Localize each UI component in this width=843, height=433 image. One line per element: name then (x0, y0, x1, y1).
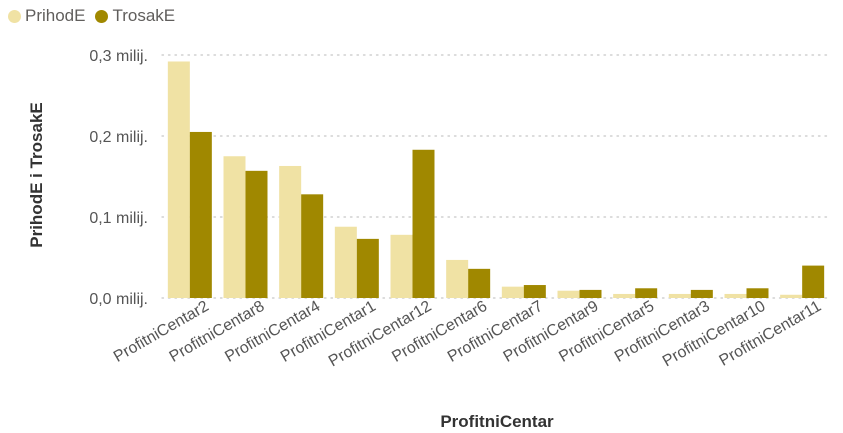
legend-swatch-prihode (8, 9, 21, 23)
legend-swatch-trosake (95, 9, 109, 23)
x-axis-ticks: ProfitniCentar2ProfitniCentar8ProfitniCe… (111, 298, 824, 371)
legend: PrihodE TrosakE (8, 6, 175, 26)
bar-trosake-profitnicentar1[interactable] (356, 238, 379, 298)
bar-trosake-profitnicentar9[interactable] (579, 289, 602, 298)
bar-prihode-profitnicentar12[interactable] (390, 234, 413, 298)
y-axis-ticks: 0,0 milij. 0,1 milij. 0,2 milij. 0,3 milij. (89, 48, 148, 308)
y-axis-title: PrihodE i TrosakE (27, 102, 46, 248)
bar-trosake-profitnicentar4[interactable] (301, 194, 324, 298)
bar-trosake-profitnicentar5[interactable] (635, 288, 658, 298)
x-tick-label: ProfitniCentar8 (167, 298, 268, 366)
x-tick-label: ProfitniCentar4 (222, 298, 323, 366)
bar-trosake-profitnicentar6[interactable] (468, 268, 491, 298)
y-tick-label: 0,3 milij. (89, 48, 148, 65)
bar-trosake-profitnicentar8[interactable] (245, 170, 268, 298)
legend-item-prihode[interactable]: PrihodE (8, 6, 85, 26)
bar-prihode-profitnicentar7[interactable] (501, 286, 524, 298)
legend-label-prihode: PrihodE (25, 6, 86, 25)
legend-item-trosake[interactable]: TrosakE (95, 6, 175, 26)
x-axis-title: ProfitniCentar (440, 412, 554, 431)
gridlines (161, 54, 831, 299)
bar-prihode-profitnicentar6[interactable] (446, 259, 469, 298)
bar-prihode-profitnicentar4[interactable] (279, 165, 302, 298)
bar-trosake-profitnicentar12[interactable] (412, 149, 435, 298)
bars (167, 61, 825, 299)
bar-trosake-profitnicentar3[interactable] (690, 289, 713, 298)
y-tick-label: 0,1 milij. (89, 210, 148, 227)
bar-trosake-profitnicentar2[interactable] (189, 131, 212, 298)
bar-trosake-profitnicentar11[interactable] (802, 265, 825, 298)
x-tick-label: ProfitniCentar11 (717, 298, 825, 370)
y-tick-label: 0,0 milij. (89, 291, 148, 308)
bar-prihode-profitnicentar10[interactable] (724, 293, 747, 298)
bar-prihode-profitnicentar8[interactable] (223, 156, 246, 298)
bar-prihode-profitnicentar9[interactable] (557, 290, 580, 298)
legend-label-trosake: TrosakE (112, 6, 176, 25)
bar-trosake-profitnicentar10[interactable] (746, 288, 769, 298)
x-tick-label: ProfitniCentar5 (556, 298, 657, 366)
bar-trosake-profitnicentar7[interactable] (523, 285, 546, 298)
bar-prihode-profitnicentar2[interactable] (167, 61, 190, 299)
bar-prihode-profitnicentar3[interactable] (668, 293, 691, 298)
bar-prihode-profitnicentar11[interactable] (780, 294, 803, 298)
x-tick-label: ProfitniCentar6 (389, 298, 490, 366)
bar-prihode-profitnicentar1[interactable] (334, 226, 357, 298)
x-tick-label: ProfitniCentar9 (501, 298, 602, 366)
x-tick-label: ProfitniCentar7 (445, 298, 546, 366)
bar-prihode-profitnicentar5[interactable] (613, 293, 636, 298)
y-tick-label: 0,2 milij. (89, 129, 148, 146)
